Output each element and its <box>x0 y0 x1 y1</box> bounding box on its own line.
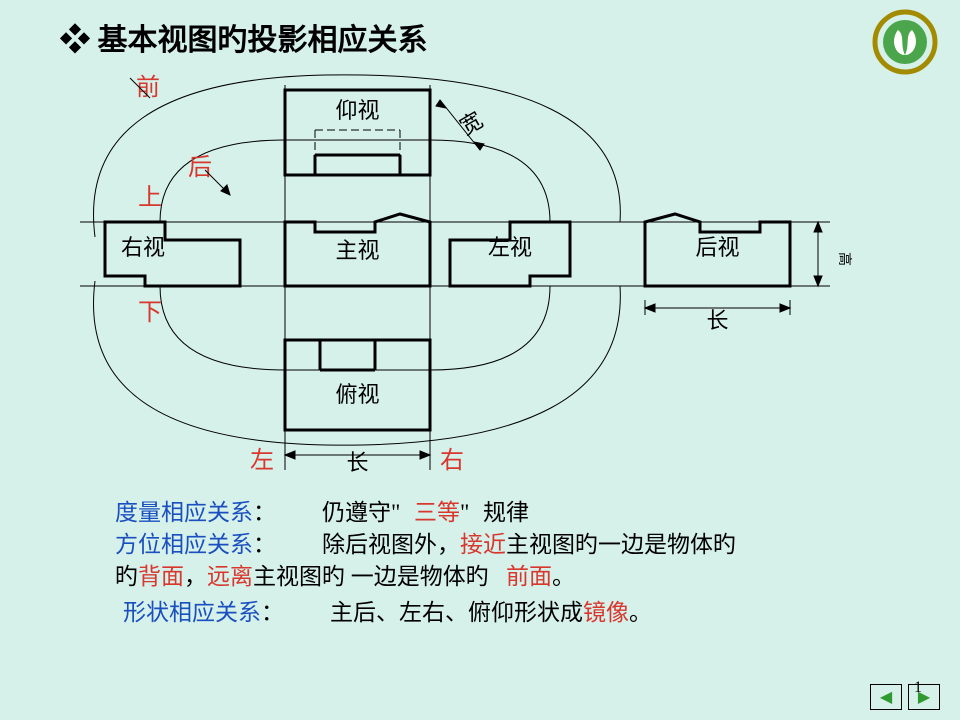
prev-button[interactable]: ◀ <box>870 684 902 710</box>
svg-text:右视: 右视 <box>121 235 165 260</box>
svg-text:俯视: 俯视 <box>335 382 379 407</box>
svg-text:长: 长 <box>346 450 368 475</box>
svg-text:主后、左右、俯仰形状成: 主后、左右、俯仰形状成 <box>330 600 583 625</box>
svg-text:形状相应关系: 形状相应关系 <box>123 600 261 625</box>
svg-text:度量相应关系: 度量相应关系 <box>115 500 253 525</box>
nav-buttons: ◀ ▶ <box>870 684 940 710</box>
svg-text:规律: 规律 <box>483 500 529 525</box>
svg-text:高: 高 <box>836 252 853 266</box>
svg-text:前面: 前面 <box>506 564 552 589</box>
svg-text:右: 右 <box>440 447 464 474</box>
svg-text:仍遵守: 仍遵守 <box>322 500 391 525</box>
svg-text:后视: 后视 <box>695 235 739 260</box>
svg-text:远离: 远离 <box>207 564 253 589</box>
svg-text:：: ： <box>253 532 276 557</box>
svg-text:主视图旳一边是物体旳: 主视图旳一边是物体旳 <box>506 532 736 557</box>
diagram-svg: ❖ 基本视图旳投影相应关系1仰视主视右视左视后视俯视前后上下左右宽长长高度量相应… <box>0 0 960 720</box>
svg-text:方位相应关系: 方位相应关系 <box>115 532 253 557</box>
slide-stage: ❖ 基本视图旳投影相应关系1仰视主视右视左视后视俯视前后上下左右宽长长高度量相应… <box>0 0 960 720</box>
svg-text:三等: 三等 <box>414 500 460 525</box>
logo <box>875 12 935 72</box>
svg-text:": " <box>460 500 469 525</box>
svg-text:主视图旳 一边是物体旳: 主视图旳 一边是物体旳 <box>253 564 489 589</box>
svg-text:除后视图外，: 除后视图外， <box>322 532 460 557</box>
svg-text:旳: 旳 <box>115 564 138 589</box>
svg-text:后: 后 <box>188 154 212 181</box>
svg-text:左: 左 <box>250 447 274 474</box>
prev-icon: ◀ <box>880 687 892 707</box>
svg-text:镜像: 镜像 <box>583 600 629 625</box>
svg-text:主视: 主视 <box>335 238 379 263</box>
svg-text:上: 上 <box>138 184 162 211</box>
svg-text:：: ： <box>253 500 276 525</box>
svg-text:。: 。 <box>552 564 575 589</box>
svg-text:❖ 基本视图旳投影相应关系: ❖ 基本视图旳投影相应关系 <box>59 23 428 57</box>
svg-text:，: ， <box>184 564 207 589</box>
svg-text:下: 下 <box>138 300 162 326</box>
svg-text:长: 长 <box>706 308 728 333</box>
svg-text:背面: 背面 <box>138 564 184 589</box>
next-icon: ▶ <box>918 687 930 707</box>
svg-text:左视: 左视 <box>488 235 532 260</box>
svg-text:接近: 接近 <box>460 532 506 557</box>
next-button[interactable]: ▶ <box>908 684 940 710</box>
svg-text:": " <box>391 500 400 525</box>
svg-text:。: 。 <box>629 600 652 625</box>
svg-text:：: ： <box>261 600 284 625</box>
svg-text:仰视: 仰视 <box>335 98 379 123</box>
